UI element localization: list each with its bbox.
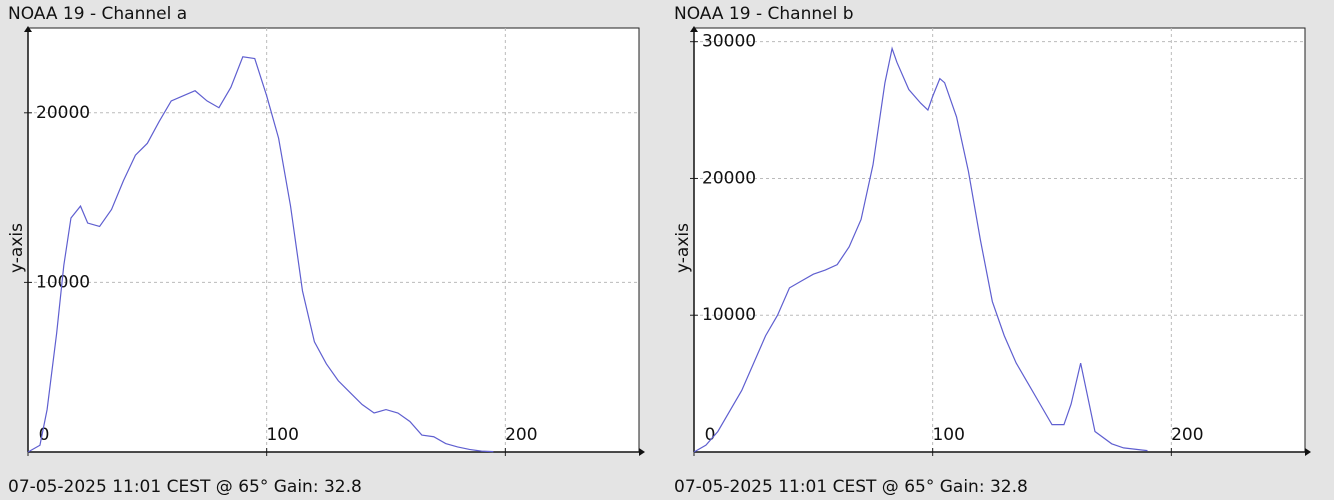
plot-area xyxy=(693,27,1306,453)
x-tick-label: 0 xyxy=(39,425,50,445)
x-tick-label: 100 xyxy=(932,425,964,445)
y-axis-label: y-axis xyxy=(673,223,693,273)
x-tick-label: 100 xyxy=(266,425,298,445)
x-tick-label: 200 xyxy=(505,425,537,445)
plot-area xyxy=(27,27,640,453)
y-tick-label: 20000 xyxy=(36,103,90,123)
x-tick-label: 200 xyxy=(1171,425,1203,445)
x-tick-label: 0 xyxy=(705,425,716,445)
y-tick-label: 30000 xyxy=(702,32,756,52)
caption: 07-05-2025 11:01 CEST @ 65° Gain: 32.8 xyxy=(8,477,362,497)
y-axis-label: y-axis xyxy=(7,223,27,273)
data-line xyxy=(693,46,1148,453)
y-axis-arrow xyxy=(690,26,698,32)
y-tick-label: 20000 xyxy=(702,168,756,188)
y-tick-label: 10000 xyxy=(36,272,90,292)
x-axis-arrow xyxy=(1305,448,1311,456)
y-axis-arrow xyxy=(24,26,32,32)
data-line xyxy=(27,56,494,453)
x-axis-arrow xyxy=(639,448,645,456)
chart-title: NOAA 19 - Channel a xyxy=(8,4,187,24)
chart-title: NOAA 19 - Channel b xyxy=(674,4,854,24)
y-tick-label: 10000 xyxy=(702,305,756,325)
caption: 07-05-2025 11:01 CEST @ 65° Gain: 32.8 xyxy=(674,477,1028,497)
